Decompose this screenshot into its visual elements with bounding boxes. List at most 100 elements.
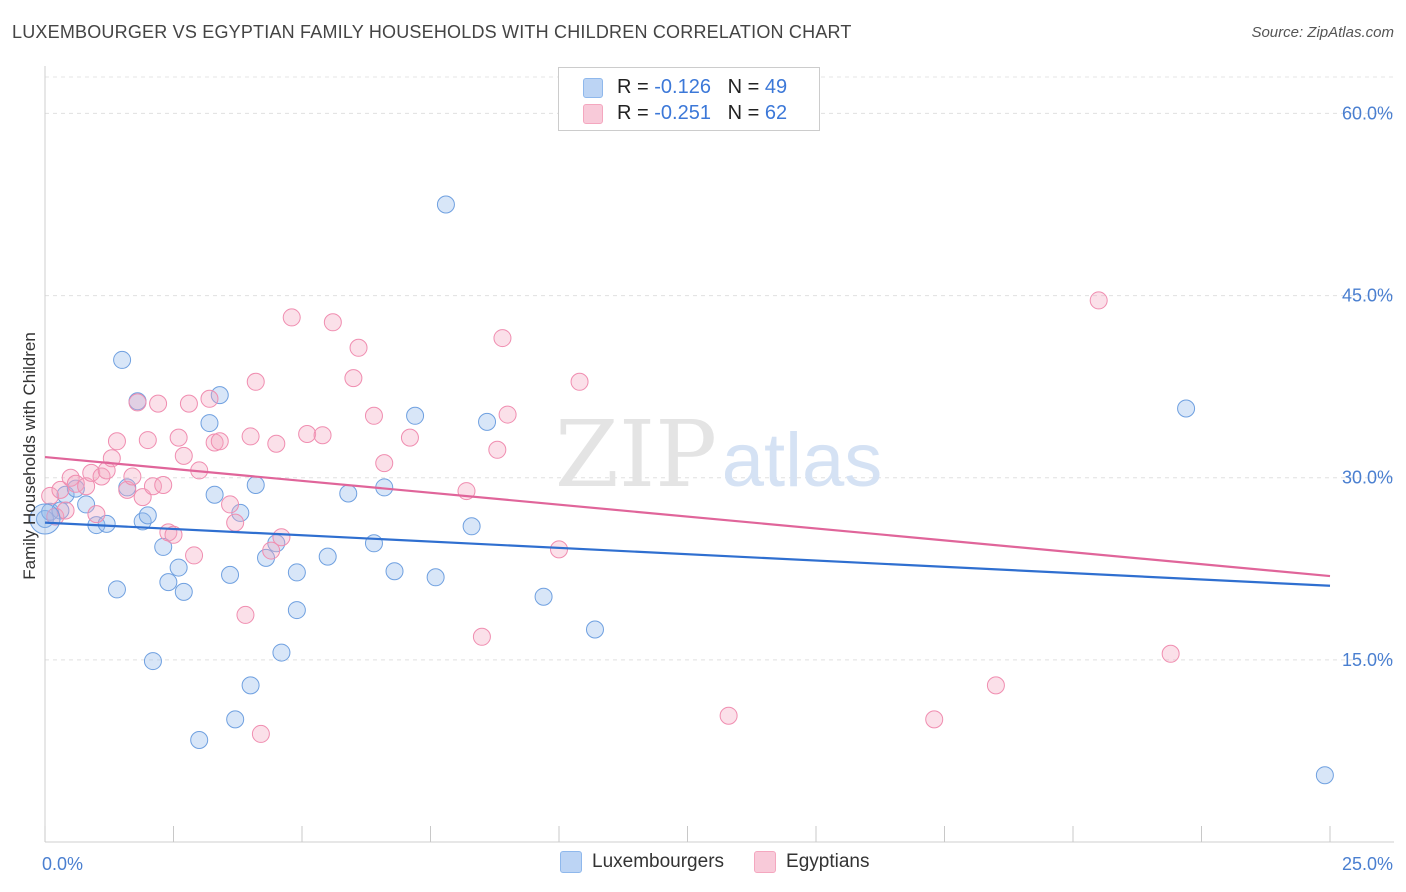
egyptian-point bbox=[149, 394, 168, 413]
y-tick-label: 60.0% bbox=[1342, 103, 1393, 123]
luxembourger-point bbox=[200, 414, 219, 433]
egyptian-point bbox=[925, 710, 944, 729]
data-points bbox=[29, 195, 1334, 785]
trend-line-egyptians bbox=[44, 455, 1331, 578]
axis-labels: 15.0% 30.0% 45.0% 60.0% 0.0% 25.0% Family Hous… bbox=[20, 103, 1393, 874]
egyptian-point bbox=[251, 724, 270, 743]
legend-swatch-egyptians bbox=[583, 104, 603, 124]
y-axis-label: Family Households with Children bbox=[20, 332, 39, 580]
y-tick-label: 15.0% bbox=[1342, 650, 1393, 670]
egyptian-point bbox=[323, 313, 342, 332]
legend-r-label: R = bbox=[617, 101, 655, 124]
egyptian-point bbox=[313, 426, 332, 445]
luxembourger-point bbox=[226, 710, 245, 729]
luxembourger-point bbox=[113, 350, 132, 369]
egyptian-point bbox=[185, 546, 204, 565]
legend-row-egyptians: R = -0.251 N = 62 bbox=[583, 101, 788, 125]
egyptian-point bbox=[226, 513, 245, 532]
egyptian-point bbox=[51, 480, 70, 499]
luxembourger-point bbox=[154, 537, 173, 556]
luxembourger-point bbox=[436, 195, 455, 214]
legend-n-value: 49 bbox=[764, 75, 788, 98]
luxembourger-point bbox=[246, 476, 265, 494]
legend-label: Luxembourgers bbox=[592, 851, 725, 872]
x-tick-label: 25.0% bbox=[1342, 854, 1393, 874]
egyptian-point bbox=[472, 627, 491, 646]
egyptian-point bbox=[128, 393, 147, 412]
luxembourger-point bbox=[241, 676, 260, 695]
grid-lines bbox=[45, 76, 1394, 661]
luxembourger-point bbox=[210, 386, 229, 405]
luxembourger-point bbox=[385, 562, 404, 581]
egyptian-point bbox=[400, 428, 419, 447]
egyptian-point bbox=[493, 329, 512, 348]
luxembourger-point bbox=[406, 406, 425, 425]
legend-r-value: -0.251 bbox=[654, 101, 711, 124]
legend-swatch-egyptians bbox=[754, 851, 777, 873]
egyptian-point bbox=[221, 495, 240, 514]
egyptian-point bbox=[107, 432, 126, 451]
luxembourger-point bbox=[174, 582, 193, 601]
luxembourger-point bbox=[1177, 399, 1196, 418]
x-tick-label: 0.0% bbox=[42, 854, 83, 874]
egyptian-point bbox=[236, 605, 255, 624]
luxembourger-point bbox=[339, 484, 358, 503]
egyptian-point bbox=[550, 540, 568, 559]
egyptian-point bbox=[344, 369, 363, 388]
luxembourger-point bbox=[29, 503, 61, 535]
luxembourger-point bbox=[190, 731, 209, 749]
legend-n-value: 62 bbox=[764, 101, 788, 124]
luxembourger-point bbox=[287, 563, 306, 582]
watermark: ZIP atlas bbox=[555, 401, 882, 508]
legend-label: Egyptians bbox=[786, 851, 870, 872]
egyptian-point bbox=[179, 394, 198, 413]
legend-swatch-luxembourgers bbox=[583, 78, 603, 98]
legend-row-luxembourgers: R = -0.126 N = 49 bbox=[583, 75, 788, 99]
luxembourger-point bbox=[1315, 766, 1334, 785]
luxembourger-point bbox=[478, 412, 497, 431]
egyptian-point bbox=[123, 467, 142, 486]
watermark-zip: ZIP bbox=[555, 401, 717, 508]
luxembourger-point bbox=[318, 547, 337, 566]
egyptian-point bbox=[246, 372, 265, 391]
egyptian-point bbox=[210, 432, 229, 451]
egyptian-point bbox=[262, 541, 281, 560]
egyptian-point bbox=[61, 468, 80, 487]
luxembourger-point bbox=[462, 517, 481, 536]
egyptian-point bbox=[375, 454, 394, 473]
egyptian-point bbox=[164, 525, 183, 544]
egyptian-point bbox=[200, 389, 219, 408]
egyptian-point bbox=[364, 406, 383, 425]
chart-title: LUXEMBOURGER VS EGYPTIAN FAMILY HOUSEHOL… bbox=[12, 22, 852, 42]
luxembourger-point bbox=[205, 485, 224, 504]
luxembourger-point bbox=[107, 580, 126, 599]
series-legend: Luxembourgers Egyptians bbox=[560, 851, 899, 873]
luxembourger-point bbox=[138, 506, 157, 525]
egyptian-point bbox=[1161, 644, 1180, 663]
luxembourger-point bbox=[159, 573, 178, 592]
legend-r-value: -0.126 bbox=[654, 75, 711, 98]
egyptian-point bbox=[169, 428, 188, 447]
egyptian-point bbox=[298, 425, 317, 443]
luxembourger-point bbox=[143, 652, 162, 671]
egyptian-point bbox=[498, 405, 517, 424]
source-label: Source: ZipAtlas.com bbox=[1251, 24, 1394, 41]
trend-lines bbox=[44, 455, 1331, 587]
luxembourger-point bbox=[287, 601, 306, 620]
egyptian-point bbox=[719, 706, 738, 725]
luxembourger-point bbox=[426, 568, 445, 587]
egyptian-point bbox=[267, 434, 286, 453]
legend-n-label: N = bbox=[727, 75, 765, 98]
luxembourger-point bbox=[585, 620, 604, 639]
legend-n-label: N = bbox=[727, 101, 765, 124]
legend-item-egyptians[interactable]: Egyptians bbox=[754, 851, 869, 873]
stats-legend: R = -0.126 N = 49 R = -0.251 N = 62 bbox=[558, 67, 820, 131]
egyptian-point bbox=[241, 427, 260, 446]
egyptian-point bbox=[154, 476, 173, 494]
luxembourger-point bbox=[133, 512, 152, 531]
legend-r-label: R = bbox=[617, 75, 655, 98]
legend-item-luxembourgers[interactable]: Luxembourgers bbox=[560, 851, 724, 873]
watermark-atlas: atlas bbox=[722, 418, 883, 503]
luxembourger-point bbox=[534, 587, 553, 606]
